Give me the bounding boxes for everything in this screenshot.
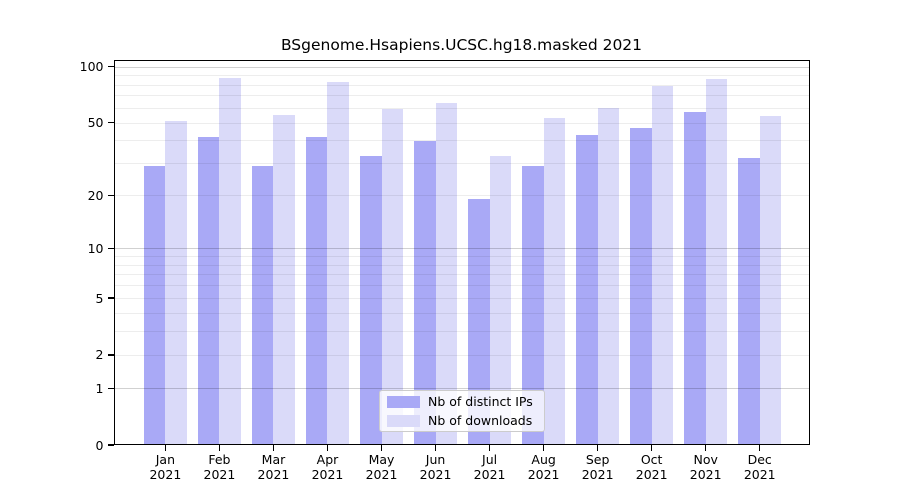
y-tick-label-0: 0 (95, 437, 104, 453)
gridline-8 (113, 264, 810, 266)
y-tick-label-10: 10 (87, 240, 104, 256)
legend-label-downloads: Nb of downloads (428, 413, 533, 428)
y-tick-label-1: 1 (95, 380, 104, 396)
x-tick-label-sep: Sep 2021 (581, 452, 614, 482)
x-tick-label-jun: Jun 2021 (419, 452, 452, 482)
x-tick-label-jan: Jan 2021 (149, 452, 182, 482)
y-tick-20 (107, 194, 114, 196)
x-tick-jul (488, 445, 491, 451)
bar-nb-of-downloads-jan (165, 121, 187, 445)
x-tick-label-nov: Nov 2021 (689, 452, 722, 482)
bar-nb-of-distinct-ips-may (359, 155, 382, 445)
gridline-3 (113, 331, 810, 333)
bar-nb-of-distinct-ips-sep (576, 134, 598, 445)
bar-nb-of-downloads-oct (651, 85, 674, 445)
x-tick-label-oct: Oct 2021 (635, 452, 668, 482)
gridline-70 (113, 95, 810, 97)
x-tick-label-may: May 2021 (365, 452, 398, 482)
bar-nb-of-distinct-ips-jul (467, 199, 490, 445)
bar-nb-of-downloads-nov (705, 78, 728, 445)
gridline-4 (113, 313, 810, 315)
x-tick-oct (651, 445, 653, 451)
y-tick-label-5: 5 (95, 290, 104, 306)
x-tick-label-apr: Apr 2021 (311, 452, 344, 482)
x-tick-feb (218, 445, 221, 451)
gridline-30 (113, 163, 810, 165)
bar-nb-of-downloads-jun (435, 102, 458, 445)
x-tick-aug (543, 445, 545, 451)
gridline-90 (113, 75, 810, 77)
gridline-10 (113, 248, 810, 250)
legend-item-downloads: Nb of downloads (387, 413, 536, 428)
y-tick-1 (107, 387, 114, 389)
bar-nb-of-distinct-ips-jan (143, 166, 166, 445)
y-tick-0 (107, 444, 114, 446)
gridline-40 (113, 140, 810, 142)
gridline-5 (113, 298, 810, 300)
bar-nb-of-distinct-ips-oct (630, 127, 652, 445)
bar-nb-of-downloads-sep (597, 107, 620, 445)
y-tick-label-50: 50 (87, 115, 104, 131)
gridline-2 (113, 354, 810, 356)
x-tick-jun (434, 445, 437, 451)
bar-nb-of-downloads-feb (219, 77, 242, 445)
x-tick-label-feb: Feb 2021 (203, 452, 236, 482)
x-tick-label-aug: Aug 2021 (527, 452, 560, 482)
y-tick-label-100: 100 (79, 59, 104, 75)
bar-nb-of-distinct-ips-feb (197, 136, 220, 445)
bar-nb-of-downloads-may (381, 109, 404, 445)
y-tick-label-20: 20 (87, 187, 104, 203)
bar-nb-of-downloads-apr (327, 81, 350, 445)
x-tick-label-dec: Dec 2021 (743, 452, 776, 482)
bar-nb-of-distinct-ips-nov (684, 112, 706, 445)
x-tick-label-jul: Jul 2021 (473, 452, 506, 482)
gridline-60 (113, 107, 810, 109)
y-tick-2 (107, 354, 114, 356)
gridline-20 (113, 195, 810, 197)
legend-swatch-downloads (387, 414, 420, 427)
gridline-50 (113, 122, 810, 124)
bar-nb-of-distinct-ips-mar (251, 166, 274, 445)
x-tick-nov (705, 445, 707, 451)
x-tick-mar (272, 445, 275, 451)
legend-item-distinct-ips: Nb of distinct IPs (387, 394, 536, 409)
y-tick-10 (107, 247, 114, 249)
bar-nb-of-downloads-aug (543, 117, 566, 445)
y-tick-label-2: 2 (95, 347, 104, 363)
chart-title: BSgenome.Hsapiens.UCSC.hg18.masked 2021 (280, 36, 643, 54)
plot-area (113, 60, 810, 445)
bar-nb-of-distinct-ips-aug (522, 166, 544, 445)
bar-nb-of-downloads-jul (489, 155, 512, 445)
y-tick-100 (107, 65, 114, 68)
x-tick-dec (759, 445, 761, 451)
bars-layer (114, 60, 810, 445)
y-tick-50 (107, 121, 114, 124)
legend-label-distinct-ips: Nb of distinct IPs (428, 394, 533, 409)
gridlines-layer (113, 60, 810, 445)
x-tick-apr (326, 445, 329, 451)
gridline-6 (113, 285, 810, 287)
bar-nb-of-distinct-ips-apr (305, 136, 328, 445)
bar-nb-of-downloads-dec (759, 116, 782, 445)
legend: Nb of distinct IPs Nb of downloads (379, 390, 545, 432)
bar-nb-of-downloads-mar (273, 114, 296, 445)
x-tick-label-mar: Mar 2021 (257, 452, 290, 482)
gridline-9 (113, 256, 810, 258)
x-tick-sep (597, 445, 599, 451)
y-tick-5 (107, 297, 114, 299)
x-tick-may (380, 445, 383, 451)
gridline-7 (113, 274, 810, 276)
bar-nb-of-distinct-ips-jun (413, 140, 436, 445)
gridline-80 (113, 84, 810, 86)
bar-nb-of-distinct-ips-dec (738, 158, 760, 445)
x-tick-jan (164, 445, 166, 451)
gridline-1 (113, 388, 810, 390)
gridline-100 (113, 66, 810, 68)
legend-swatch-distinct-ips (387, 395, 420, 408)
